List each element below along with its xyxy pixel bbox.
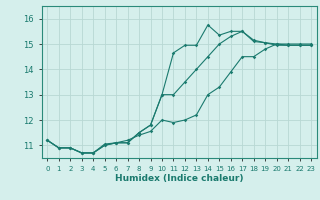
X-axis label: Humidex (Indice chaleur): Humidex (Indice chaleur) xyxy=(115,174,244,183)
